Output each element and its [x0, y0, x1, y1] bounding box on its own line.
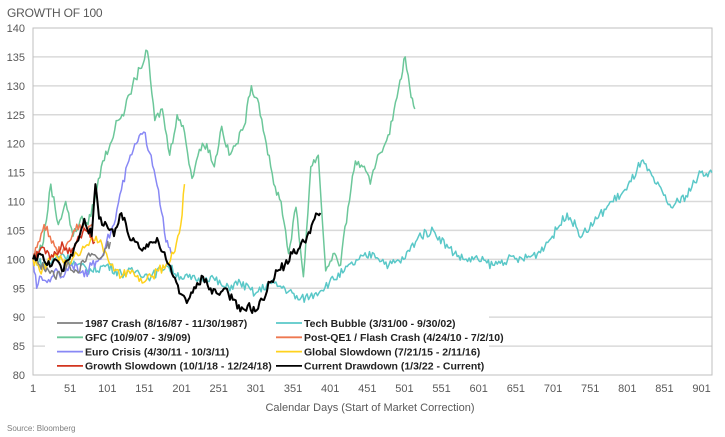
y-tick-label: 85: [13, 341, 25, 353]
y-tick-label: 130: [7, 81, 25, 93]
x-tick-label: 201: [172, 383, 190, 395]
chart-title: GROWTH OF 100: [7, 6, 103, 20]
x-axis-label: Calendar Days (Start of Market Correctio…: [265, 402, 474, 414]
x-tick-label: 501: [395, 383, 413, 395]
y-tick-label: 135: [7, 52, 25, 64]
x-tick-label: 801: [618, 383, 636, 395]
series-line-7: [32, 183, 322, 314]
legend-label: Global Slowdown (7/21/15 - 2/11/16): [304, 346, 480, 358]
legend-box: [45, 314, 489, 373]
y-tick-label: 115: [7, 168, 25, 180]
legend-label: 1987 Crash (8/16/87 - 11/30/1987): [85, 318, 247, 330]
series-line-4: [32, 131, 172, 290]
y-tick-label: 80: [13, 370, 25, 382]
series-lines: [32, 49, 713, 314]
x-tick-label: 551: [432, 383, 450, 395]
x-tick-label: 401: [321, 383, 339, 395]
y-tick-label: 110: [7, 197, 25, 209]
y-axis-ticks: 80 85 90 95 100 105 110 115 120 125 130 135 140: [7, 23, 25, 382]
x-tick-label: 351: [284, 383, 302, 395]
series-line-1: [32, 159, 713, 303]
legend-label: Euro Crisis (4/30/11 - 10/3/11): [85, 346, 229, 358]
x-tick-label: 601: [470, 383, 488, 395]
y-tick-label: 90: [13, 312, 25, 324]
x-tick-label: 451: [358, 383, 376, 395]
source-note: Source: Bloomberg: [7, 424, 76, 433]
x-axis-ticks: 1 51 101 151 201 251 301 351 401 451 501 551 601 651 7…: [30, 383, 711, 395]
x-tick-label: 651: [507, 383, 525, 395]
legend: 1987 Crash (8/16/87 - 11/30/1987) Tech Bu…: [45, 314, 504, 373]
y-tick-label: 95: [13, 283, 25, 295]
legend-label: Growth Slowdown (10/1/18 - 12/24/18): [85, 361, 272, 373]
x-tick-label: 1: [30, 383, 36, 395]
series-line-6: [32, 227, 96, 262]
legend-label: GFC (10/9/07 - 3/9/09): [85, 332, 191, 344]
y-tick-label: 125: [7, 110, 25, 122]
x-tick-label: 301: [247, 383, 265, 395]
x-tick-label: 101: [98, 383, 116, 395]
y-tick-label: 120: [7, 139, 25, 151]
x-tick-label: 151: [135, 383, 153, 395]
legend-label: Post-QE1 / Flash Crash (4/24/10 - 7/2/10…: [304, 332, 504, 344]
x-tick-label: 851: [655, 383, 673, 395]
x-tick-label: 701: [544, 383, 562, 395]
y-tick-label: 140: [7, 23, 25, 35]
legend-label: Current Drawdown (1/3/22 - Current): [304, 361, 484, 373]
legend-label: Tech Bubble (3/31/00 - 9/30/02): [304, 318, 456, 330]
x-tick-label: 751: [581, 383, 599, 395]
y-tick-label: 105: [7, 225, 25, 237]
plot-frame: [32, 27, 713, 376]
y-tick-label: 100: [7, 254, 25, 266]
x-tick-label: 51: [64, 383, 76, 395]
x-tick-label: 251: [210, 383, 228, 395]
x-tick-label: 901: [692, 383, 710, 395]
series-line-0: [32, 240, 112, 280]
series-line-5: [32, 184, 186, 284]
